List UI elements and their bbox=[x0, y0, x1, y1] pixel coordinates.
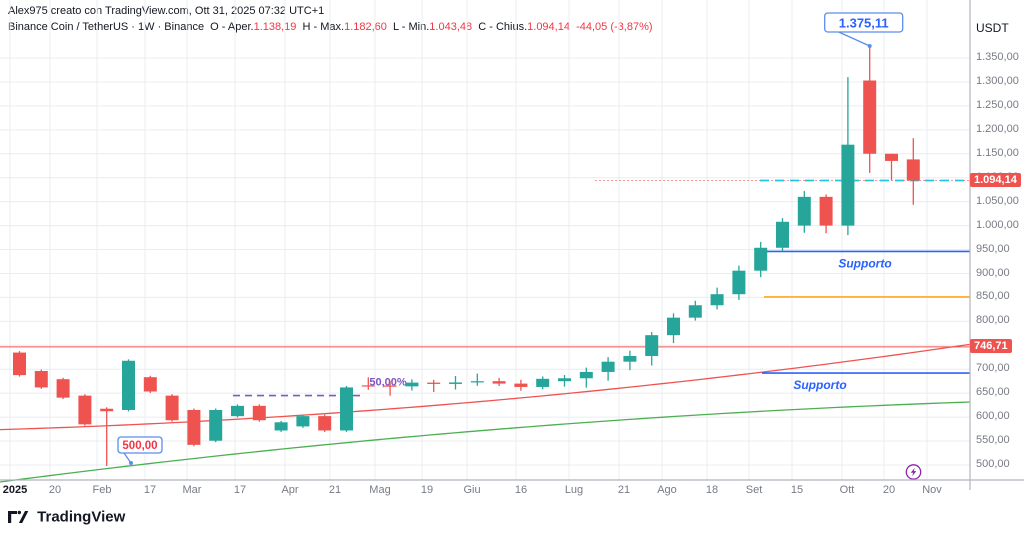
svg-text:Supporto: Supporto bbox=[793, 378, 846, 392]
svg-text:1.375,11: 1.375,11 bbox=[839, 15, 889, 30]
svg-text:50,00%: 50,00% bbox=[369, 377, 407, 389]
svg-text:500,00: 500,00 bbox=[122, 440, 157, 452]
svg-text:Supporto: Supporto bbox=[838, 256, 891, 270]
